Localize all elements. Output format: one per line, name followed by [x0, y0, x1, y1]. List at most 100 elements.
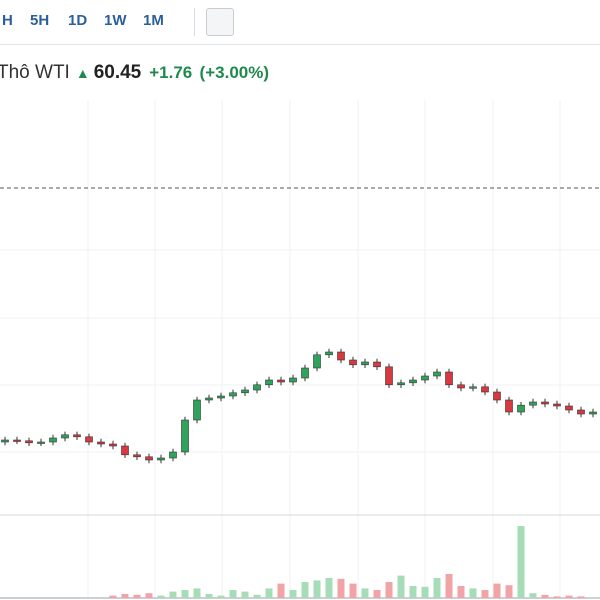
candle-body — [193, 399, 201, 421]
candle-body — [349, 359, 357, 366]
volume-bar — [289, 590, 297, 598]
instrument-name: Thô WTI — [0, 62, 70, 83]
volume-bar — [157, 595, 165, 598]
candle-body — [325, 351, 333, 356]
volume-bar — [313, 580, 321, 598]
volume-bar — [553, 596, 561, 598]
volume-bar — [457, 586, 465, 598]
volume-bar — [301, 582, 309, 598]
candle-body — [481, 386, 489, 393]
candle-body — [589, 411, 597, 415]
volume-bar — [541, 594, 549, 598]
candle-body — [253, 384, 261, 391]
separator — [194, 8, 195, 36]
candle-body — [493, 391, 501, 401]
quote-header: Thô WTI ▲ 60.45 +1.76 (+3.00%) — [0, 62, 269, 84]
candle-body — [1, 439, 9, 443]
candle-body — [241, 389, 249, 394]
candle-body — [457, 384, 465, 389]
candle-body — [553, 403, 561, 407]
toolbar: H 5H 1D 1W 1M — [0, 0, 600, 45]
candle-body — [121, 445, 129, 456]
volume-bar — [121, 594, 129, 598]
volume-bar — [277, 583, 285, 598]
volume-bar — [493, 583, 501, 598]
volume-bar — [169, 591, 177, 598]
candle-body — [133, 454, 141, 458]
volume-bar — [229, 590, 237, 598]
candle-body — [529, 401, 537, 406]
candle-body — [373, 361, 381, 368]
volume-bar — [145, 593, 153, 598]
volume-bar — [577, 596, 585, 598]
volume-bar — [349, 583, 357, 598]
candle-body — [337, 351, 345, 361]
interval-button[interactable]: 1D — [68, 12, 88, 29]
volume-bar — [421, 586, 429, 598]
change-percent: (+3.00%) — [199, 63, 269, 82]
up-arrow: ▲ — [75, 65, 90, 81]
volume-bar — [217, 595, 225, 598]
volume-bar — [109, 595, 117, 598]
candle-body — [421, 375, 429, 381]
candle-body — [85, 436, 93, 443]
volume-bar — [193, 588, 201, 598]
candle-body — [169, 451, 177, 459]
candle-body — [49, 437, 57, 443]
volume-bar — [205, 594, 213, 598]
candle-body — [361, 361, 369, 366]
interval-button[interactable]: 1M — [143, 12, 164, 29]
candle-body — [385, 366, 393, 386]
candle-body — [61, 434, 69, 439]
interval-button[interactable]: H — [2, 12, 13, 29]
candle-body — [217, 395, 225, 399]
candle-body — [37, 441, 45, 444]
change: +1.76 — [149, 63, 193, 82]
volume-bar — [505, 585, 513, 598]
volume-bar — [409, 586, 417, 598]
volume-bar — [361, 588, 369, 598]
candle-body — [313, 354, 321, 369]
candle-body — [181, 419, 189, 453]
volume-bar — [265, 588, 273, 598]
volume-bar — [481, 590, 489, 598]
candle-body — [205, 397, 213, 401]
interval-button[interactable]: 1W — [104, 12, 127, 29]
candle-body — [109, 443, 117, 447]
candle-body — [73, 434, 81, 438]
volume-bar — [589, 597, 597, 598]
volume-bar — [445, 574, 453, 598]
candle-body — [517, 404, 525, 413]
volume-bar — [397, 575, 405, 598]
candle-body — [277, 379, 285, 383]
candle-body — [577, 409, 585, 415]
candle-body — [145, 456, 153, 461]
candle-body — [229, 392, 237, 397]
volume-bar — [433, 578, 441, 598]
volume-bar — [337, 578, 345, 598]
candle-body — [265, 379, 273, 386]
candle-body — [13, 439, 21, 442]
candle-body — [97, 441, 105, 445]
candle-body — [433, 371, 441, 377]
volume-bar — [565, 595, 573, 598]
volume-bar — [517, 526, 525, 598]
volume-bar — [241, 591, 249, 598]
volume-bar — [469, 588, 477, 598]
candle-body — [301, 367, 309, 379]
candle-body — [289, 377, 297, 383]
candle-body — [565, 405, 573, 411]
volume-bar — [133, 594, 141, 598]
candle-body — [445, 371, 453, 386]
volume-bar — [181, 590, 189, 598]
interval-button[interactable]: 5H — [30, 12, 50, 29]
volume-bar — [385, 582, 393, 598]
volume-bar — [373, 590, 381, 598]
grid — [0, 100, 600, 598]
candle-body — [157, 457, 165, 461]
candle-body — [541, 401, 549, 405]
price: 60.45 — [93, 62, 142, 83]
chart-settings-icon[interactable] — [206, 8, 234, 36]
candle-body — [25, 440, 33, 444]
